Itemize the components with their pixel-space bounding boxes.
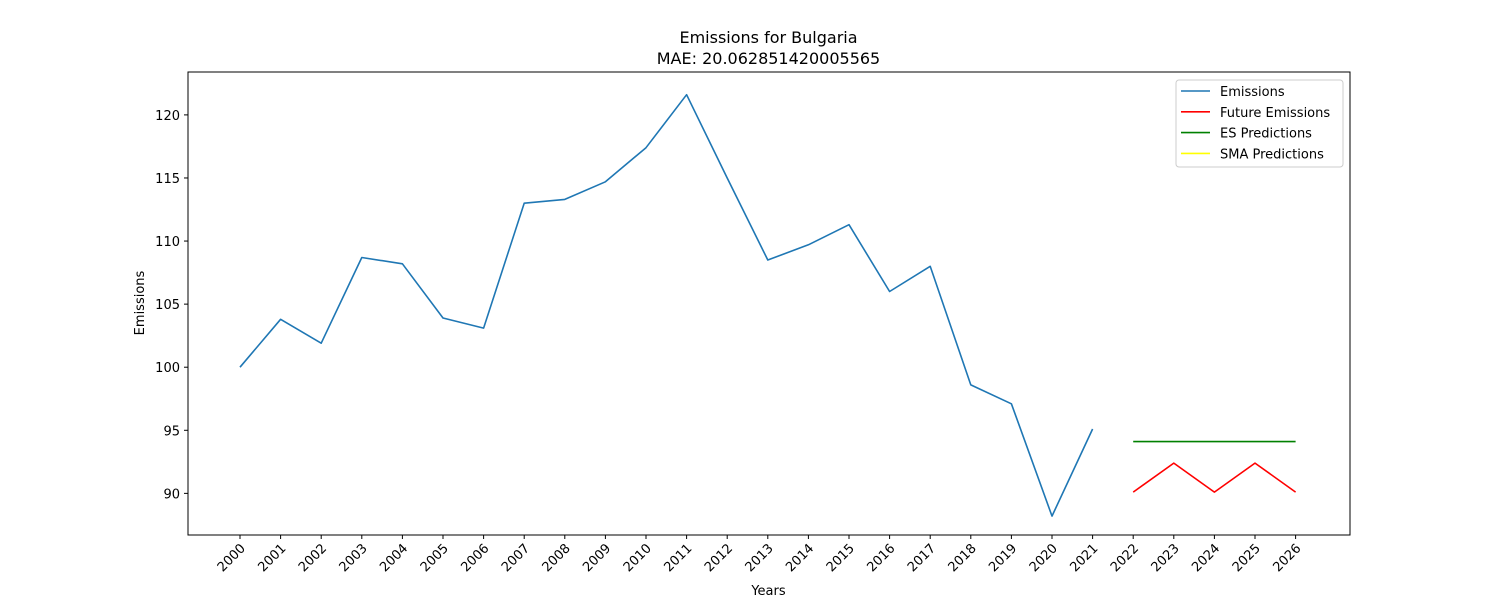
series-line-future-emissions <box>1132 462 1297 493</box>
x-tick-label: 2016 <box>864 541 898 575</box>
x-tick-label: 2013 <box>743 541 777 575</box>
x-tick-label: 2020 <box>1027 541 1061 575</box>
legend-label: ES Predictions <box>1220 127 1312 142</box>
x-tick-label: 2021 <box>1067 541 1101 575</box>
x-tick-label: 2001 <box>255 541 289 575</box>
legend-label: Emissions <box>1220 85 1285 100</box>
x-axis-label: Years <box>750 584 786 599</box>
x-tick-label: 2018 <box>946 541 980 575</box>
x-tick-label: 2017 <box>905 541 939 575</box>
x-tick-label: 2012 <box>702 541 736 575</box>
x-tick-label: 2015 <box>824 541 858 575</box>
legend: Emissions Future Emissions ES Predictions S… <box>1175 79 1344 168</box>
x-tick-label: 2022 <box>1108 541 1142 575</box>
x-tick-label: 2004 <box>377 541 411 575</box>
plot-frame <box>187 71 1351 536</box>
x-tick-label: 2024 <box>1189 541 1223 575</box>
x-tick-label: 2010 <box>621 541 655 575</box>
x-tick-label: 2011 <box>661 541 695 575</box>
x-tick-label: 2005 <box>418 541 452 575</box>
y-tick-label: 100 <box>155 361 180 376</box>
y-tick-label: 110 <box>155 235 180 250</box>
x-tick-label: 2026 <box>1270 541 1304 575</box>
y-tick-label: 95 <box>163 424 180 439</box>
x-tick-label: 2023 <box>1149 541 1183 575</box>
y-tick-label: 120 <box>155 109 180 124</box>
y-tick-label: 105 <box>155 298 180 313</box>
x-tick-label: 2009 <box>580 541 614 575</box>
x-tick-label: 2025 <box>1230 541 1264 575</box>
x-tick-label: 2003 <box>337 541 371 575</box>
x-tick-label: 2014 <box>783 541 817 575</box>
y-axis-label: Emissions <box>133 270 148 335</box>
legend-box <box>1175 79 1344 168</box>
chart-title: Emissions for Bulgaria <box>679 28 857 47</box>
x-tick-label: 2006 <box>458 541 492 575</box>
chart-subtitle: MAE: 20.062851420005565 <box>657 49 880 68</box>
legend-label: Future Emissions <box>1220 106 1330 121</box>
x-tick-label: 2008 <box>540 541 574 575</box>
series-layer <box>239 93 1297 517</box>
series-line-emissions <box>239 93 1094 517</box>
x-tick-label: 2000 <box>215 541 249 575</box>
y-tick-label: 90 <box>163 487 180 502</box>
x-tick-label: 2007 <box>499 541 533 575</box>
legend-label: SMA Predictions <box>1220 147 1324 162</box>
x-tick-label: 2019 <box>986 541 1020 575</box>
x-tick-label: 2002 <box>296 541 330 575</box>
y-tick-label: 115 <box>155 172 180 187</box>
